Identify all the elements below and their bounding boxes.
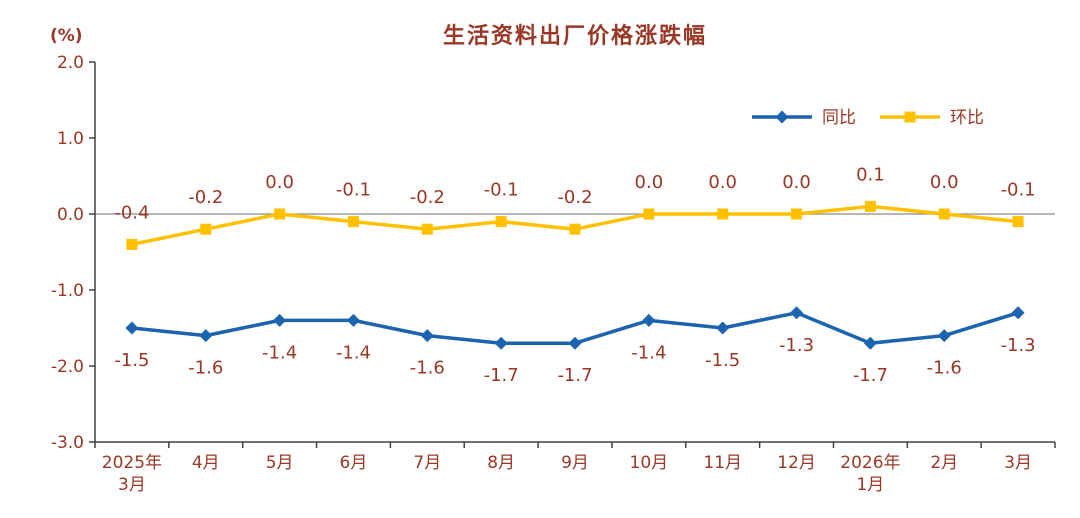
- legend-item-yoy: 同比: [752, 108, 856, 128]
- square-marker-mom: [717, 208, 729, 220]
- legend-diamond-marker-yoy: [775, 110, 789, 124]
- diamond-marker-yoy: [1011, 306, 1025, 320]
- y-tick-label: -2.0: [51, 357, 84, 377]
- legend-label-mom: 环比: [950, 108, 984, 128]
- data-label-mom: 0.1: [856, 164, 885, 185]
- x-category-label: 11月: [703, 453, 742, 473]
- square-marker-mom: [1012, 216, 1024, 228]
- square-marker-mom: [864, 200, 876, 212]
- diamond-marker-yoy: [420, 329, 434, 343]
- data-label-mom: -0.2: [557, 187, 592, 208]
- data-label-yoy: -1.4: [631, 342, 666, 363]
- data-label-yoy: -1.4: [336, 342, 371, 363]
- diamond-marker-yoy: [346, 313, 360, 327]
- x-category-label: 3月: [1004, 453, 1032, 473]
- data-label-mom: -0.2: [410, 187, 445, 208]
- data-label-mom: 0.0: [930, 172, 959, 193]
- data-label-yoy: -1.7: [484, 365, 519, 386]
- diamond-marker-yoy: [716, 321, 730, 335]
- data-label-mom: -0.1: [336, 180, 371, 201]
- data-label-yoy: -1.7: [853, 365, 888, 386]
- data-label-yoy: -1.5: [705, 350, 740, 371]
- square-marker-mom: [495, 216, 507, 228]
- data-label-yoy: -1.3: [779, 335, 814, 356]
- diamond-marker-yoy: [863, 336, 877, 350]
- data-label-yoy: -1.6: [410, 358, 445, 379]
- diamond-marker-yoy: [494, 336, 508, 350]
- square-marker-mom: [126, 238, 138, 250]
- x-category-label: 9月: [561, 453, 589, 473]
- x-category-label: 10月: [630, 453, 669, 473]
- y-tick-label: 2.0: [57, 53, 84, 73]
- diamond-marker-yoy: [273, 313, 287, 327]
- data-label-yoy: -1.7: [557, 365, 592, 386]
- x-category-label: 12月: [777, 453, 816, 473]
- square-marker-mom: [274, 208, 286, 220]
- data-label-mom: -0.1: [484, 180, 519, 201]
- x-category-label: 2025年 3月: [102, 453, 162, 495]
- square-marker-mom: [421, 223, 433, 235]
- y-tick-label: -1.0: [51, 281, 84, 301]
- chart-title: 生活资料出厂价格涨跌幅: [442, 24, 707, 49]
- data-label-mom: -0.1: [1001, 180, 1036, 201]
- x-category-label: 8月: [487, 453, 515, 473]
- square-marker-mom: [938, 208, 950, 220]
- square-marker-mom: [569, 223, 581, 235]
- data-label-mom: 0.0: [265, 172, 294, 193]
- data-label-mom: -0.4: [114, 202, 149, 223]
- legend-square-marker-mom: [904, 111, 916, 123]
- x-category-label: 2月: [930, 453, 958, 473]
- diamond-marker-yoy: [642, 313, 656, 327]
- square-marker-mom: [347, 216, 359, 228]
- diamond-marker-yoy: [790, 306, 804, 320]
- square-marker-mom: [643, 208, 655, 220]
- legend-label-yoy: 同比: [822, 108, 856, 128]
- series-yoy: -1.5 -1.6 -1.4 -1.4 -1.6 -1.7 -1.7 -1.4 -1.5 -1.3…: [114, 306, 1036, 386]
- diamond-marker-yoy: [937, 329, 951, 343]
- x-category-label: 7月: [413, 453, 441, 473]
- data-label-mom: 0.0: [635, 172, 664, 193]
- diamond-marker-yoy: [125, 321, 139, 335]
- data-label-yoy: -1.3: [1001, 335, 1036, 356]
- legend: 同比 环比: [752, 108, 984, 128]
- diamond-marker-yoy: [568, 336, 582, 350]
- x-category-label: 4月: [192, 453, 220, 473]
- data-label-yoy: -1.6: [188, 358, 223, 379]
- x-category-label: 6月: [340, 453, 368, 473]
- y-tick-label: 0.0: [57, 205, 84, 225]
- data-label-yoy: -1.6: [927, 358, 962, 379]
- data-label-mom: 0.0: [782, 172, 811, 193]
- series-mom: -0.4 -0.2 0.0 -0.1 -0.2 -0.1 -0.2 0.0 0.0 0.0 0.1 0…: [114, 164, 1036, 250]
- square-marker-mom: [200, 223, 212, 235]
- x-category-label: 2026年 1月: [840, 453, 900, 495]
- legend-item-mom: 环比: [880, 108, 984, 128]
- data-label-mom: 0.0: [708, 172, 737, 193]
- y-axis-unit-label: (%): [50, 26, 83, 46]
- square-marker-mom: [791, 208, 803, 220]
- data-label-yoy: -1.4: [262, 342, 297, 363]
- y-tick-label: 1.0: [57, 129, 84, 149]
- diamond-marker-yoy: [199, 329, 213, 343]
- data-label-yoy: -1.5: [114, 350, 149, 371]
- data-label-mom: -0.2: [188, 187, 223, 208]
- y-tick-label: -3.0: [51, 433, 84, 453]
- x-category-label: 5月: [266, 453, 294, 473]
